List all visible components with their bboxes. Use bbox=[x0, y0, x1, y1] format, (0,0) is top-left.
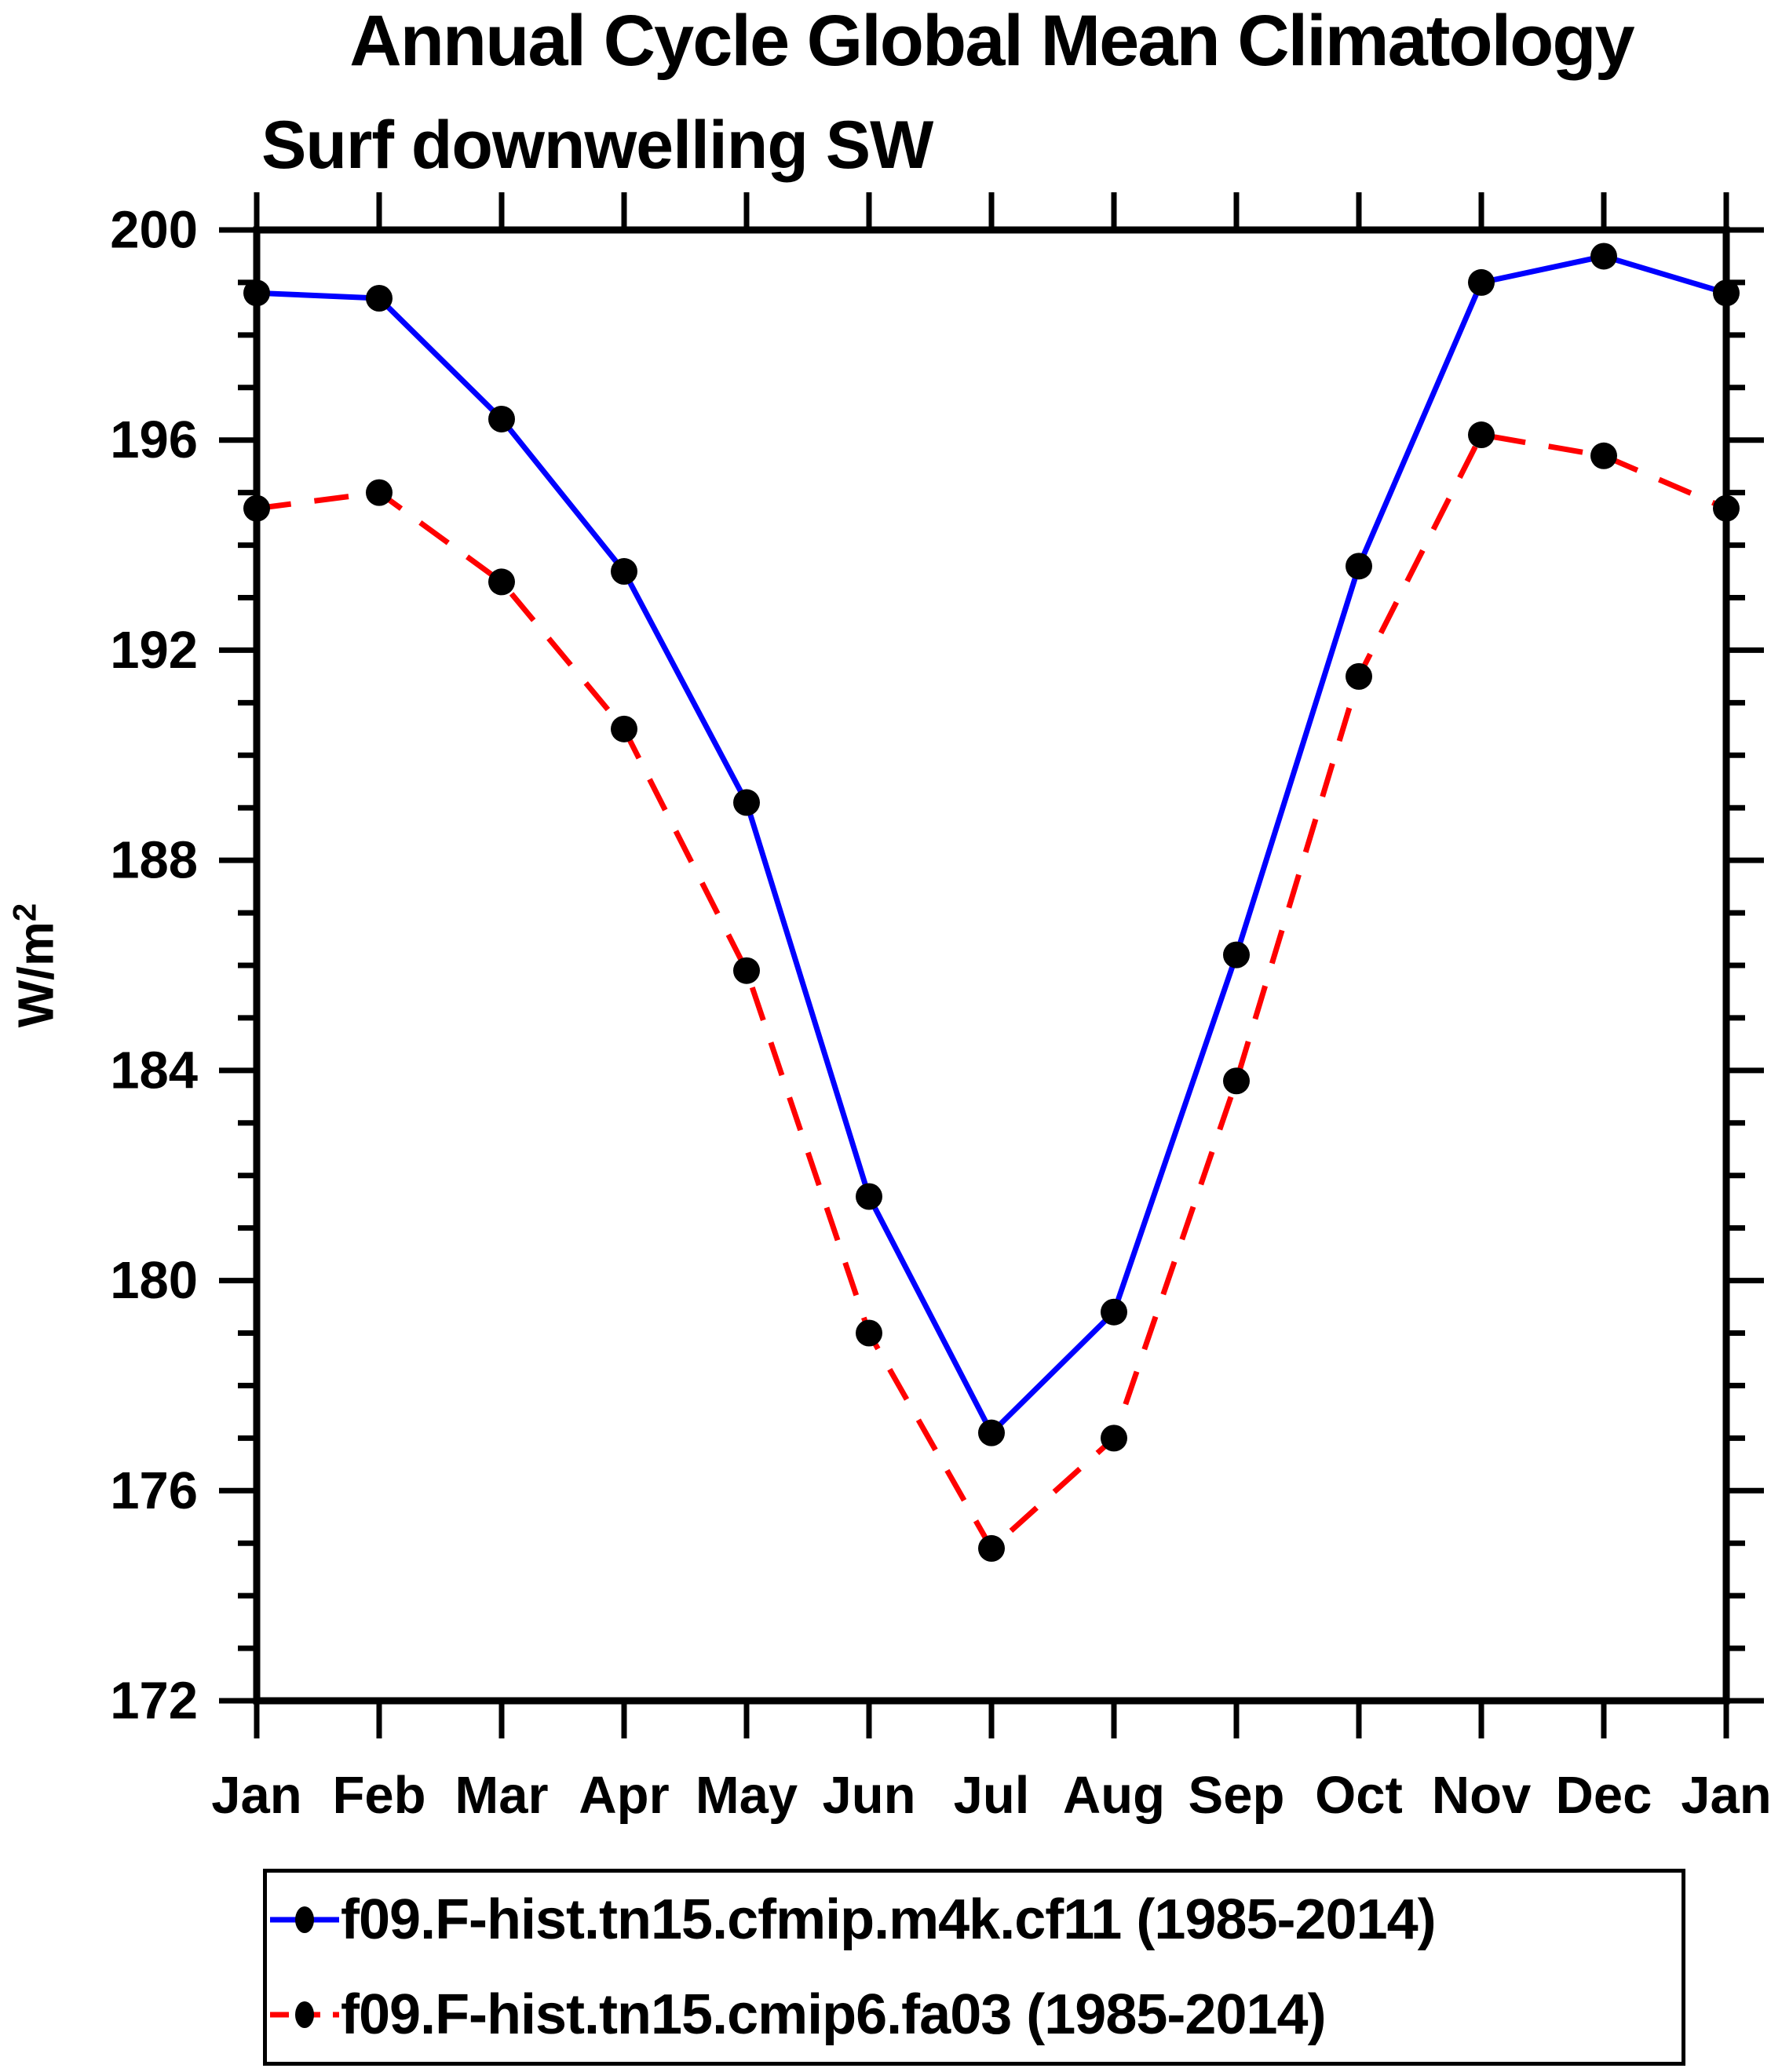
data-point-s0-Jan bbox=[1713, 279, 1740, 307]
data-point-s0-Apr bbox=[611, 558, 637, 585]
x-tick-label: Oct bbox=[1315, 1766, 1403, 1825]
data-point-s0-May bbox=[733, 789, 760, 816]
chart-subtitle: Surf downwelling SW bbox=[261, 108, 933, 183]
x-tick-label: Aug bbox=[1063, 1766, 1165, 1825]
data-point-s1-Apr bbox=[611, 715, 637, 742]
x-tick-label: Feb bbox=[332, 1766, 425, 1825]
x-tick-label: Jul bbox=[954, 1766, 1030, 1825]
data-point-s1-Jun bbox=[856, 1319, 882, 1347]
data-point-s0-Jun bbox=[856, 1183, 882, 1210]
x-tick-label: May bbox=[696, 1766, 798, 1825]
y-tick-label: 172 bbox=[110, 1672, 198, 1731]
data-point-s0-Mar bbox=[488, 405, 515, 432]
y-tick-label: 200 bbox=[110, 201, 198, 260]
data-point-s1-Mar bbox=[488, 568, 515, 596]
data-point-s0-Dec bbox=[1590, 243, 1617, 270]
data-point-s1-Nov bbox=[1468, 421, 1495, 449]
y-tick-label: 180 bbox=[110, 1251, 198, 1310]
x-tick-label: Apr bbox=[579, 1766, 669, 1825]
data-point-s1-Aug bbox=[1101, 1424, 1127, 1452]
data-point-s1-Dec bbox=[1590, 442, 1617, 469]
data-point-s1-Feb bbox=[366, 479, 393, 506]
data-point-s0-Nov bbox=[1468, 268, 1495, 296]
page-title: Annual Cycle Global Mean Climatology bbox=[349, 1, 1634, 81]
data-point-s1-Jan bbox=[243, 494, 270, 522]
data-point-s1-May bbox=[733, 957, 760, 984]
x-tick-label: Dec bbox=[1556, 1766, 1652, 1825]
x-tick-label: Nov bbox=[1432, 1766, 1532, 1825]
x-tick-label: Jan bbox=[211, 1766, 301, 1825]
x-tick-label: Jan bbox=[1681, 1766, 1771, 1825]
data-point-s1-Jan bbox=[1713, 494, 1740, 522]
y-tick-label: 196 bbox=[110, 410, 198, 469]
x-tick-label: Jun bbox=[822, 1766, 915, 1825]
data-point-s0-Jul bbox=[978, 1419, 1005, 1446]
data-point-s0-Jan bbox=[243, 279, 270, 307]
legend-label-series2: f09.F-hist.tn15.cmip6.fa03 (1985-2014) bbox=[341, 1983, 1327, 2046]
y-tick-label: 192 bbox=[110, 621, 198, 680]
data-point-s1-Jul bbox=[978, 1534, 1005, 1562]
data-point-s0-Sep bbox=[1223, 941, 1250, 969]
legend-row-2: f09.F-hist.tn15.cmip6.fa03 (1985-2014) bbox=[267, 1968, 1682, 2063]
data-point-s1-Sep bbox=[1223, 1067, 1250, 1095]
legend-dashed-line-icon bbox=[270, 2001, 339, 2028]
series-line-0 bbox=[256, 253, 1728, 1438]
y-tick-label: 188 bbox=[110, 831, 198, 890]
data-point-s0-Oct bbox=[1346, 553, 1372, 580]
y-tick-label: 176 bbox=[110, 1461, 198, 1520]
legend-row-1: f09.F-hist.tn15.cfmip.m4k.cf11 (1985-201… bbox=[267, 1873, 1682, 1968]
plot-frame bbox=[253, 226, 1730, 1705]
legend-label-series1: f09.F-hist.tn15.cfmip.m4k.cf11 (1985-201… bbox=[341, 1888, 1437, 1952]
data-point-s0-Aug bbox=[1101, 1298, 1127, 1326]
data-point-s0-Feb bbox=[366, 285, 393, 312]
data-point-s1-Oct bbox=[1346, 662, 1372, 690]
legend-box: f09.F-hist.tn15.cfmip.m4k.cf11 (1985-201… bbox=[263, 1869, 1685, 2066]
legend-solid-line-icon bbox=[270, 1906, 339, 1934]
series-line-1 bbox=[256, 432, 1728, 1553]
x-tick-label: Mar bbox=[455, 1766, 548, 1825]
y-tick-label: 184 bbox=[110, 1041, 198, 1100]
x-tick-label: Sep bbox=[1189, 1766, 1285, 1825]
